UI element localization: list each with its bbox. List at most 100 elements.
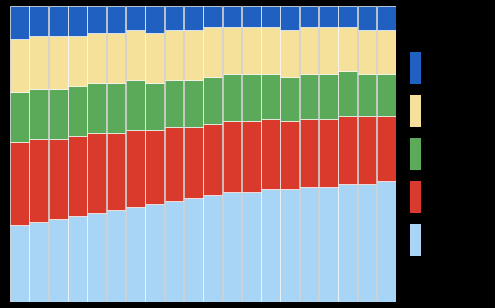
Bar [165, 80, 183, 128]
Bar [10, 39, 29, 92]
Bar [377, 30, 396, 74]
Bar [281, 189, 299, 302]
Bar [281, 121, 299, 189]
Bar [319, 187, 338, 302]
Bar [184, 80, 202, 128]
Bar [319, 74, 338, 119]
Bar [68, 6, 87, 36]
Bar [107, 133, 125, 210]
Bar [30, 89, 48, 139]
Bar [146, 83, 164, 130]
Bar [184, 30, 202, 80]
Bar [165, 201, 183, 302]
FancyBboxPatch shape [409, 138, 421, 170]
Bar [300, 74, 318, 119]
Bar [49, 89, 67, 139]
Bar [300, 119, 318, 187]
Bar [30, 222, 48, 302]
Bar [339, 27, 357, 71]
Bar [377, 74, 396, 116]
Bar [339, 116, 357, 184]
Bar [126, 30, 145, 80]
Bar [281, 30, 299, 77]
Bar [261, 6, 280, 27]
Bar [319, 6, 338, 27]
Bar [300, 6, 318, 27]
Bar [358, 116, 376, 184]
Bar [223, 192, 241, 302]
Bar [184, 128, 202, 198]
Bar [30, 139, 48, 222]
FancyBboxPatch shape [409, 95, 421, 127]
FancyBboxPatch shape [409, 51, 421, 84]
Bar [339, 184, 357, 302]
Bar [203, 77, 222, 124]
FancyBboxPatch shape [409, 181, 421, 213]
Bar [49, 6, 67, 36]
Bar [126, 6, 145, 30]
Bar [49, 139, 67, 219]
Bar [223, 27, 241, 74]
FancyBboxPatch shape [409, 224, 421, 256]
Bar [146, 6, 164, 33]
Bar [242, 74, 260, 121]
Bar [68, 36, 87, 86]
Bar [107, 210, 125, 302]
Bar [377, 6, 396, 30]
Bar [261, 74, 280, 119]
Bar [319, 119, 338, 187]
Bar [88, 6, 106, 33]
Bar [88, 213, 106, 302]
Bar [88, 33, 106, 83]
Bar [68, 136, 87, 216]
Bar [261, 27, 280, 74]
Bar [377, 116, 396, 180]
Bar [49, 219, 67, 302]
Bar [203, 195, 222, 302]
Bar [10, 142, 29, 225]
Bar [126, 207, 145, 302]
Bar [88, 133, 106, 213]
Bar [242, 121, 260, 192]
Bar [223, 6, 241, 27]
Bar [242, 6, 260, 27]
Bar [203, 124, 222, 195]
Bar [203, 27, 222, 77]
Bar [339, 6, 357, 27]
Bar [184, 198, 202, 302]
Bar [300, 187, 318, 302]
Bar [261, 189, 280, 302]
Bar [10, 225, 29, 302]
Bar [358, 6, 376, 30]
Bar [300, 27, 318, 74]
Bar [319, 27, 338, 74]
Bar [184, 6, 202, 30]
Bar [126, 80, 145, 130]
Bar [242, 27, 260, 74]
Bar [126, 130, 145, 207]
Bar [261, 119, 280, 189]
Bar [107, 6, 125, 33]
Bar [165, 30, 183, 80]
Bar [358, 30, 376, 74]
Bar [68, 86, 87, 136]
Bar [30, 6, 48, 36]
Bar [107, 33, 125, 83]
Bar [30, 36, 48, 89]
Bar [146, 204, 164, 302]
Bar [339, 71, 357, 116]
Bar [223, 121, 241, 192]
Bar [10, 6, 29, 39]
Bar [377, 180, 396, 302]
Bar [242, 192, 260, 302]
Bar [10, 92, 29, 142]
Bar [223, 74, 241, 121]
Bar [358, 184, 376, 302]
Bar [146, 33, 164, 83]
Bar [203, 6, 222, 27]
Bar [107, 83, 125, 133]
Bar [281, 6, 299, 30]
Bar [68, 216, 87, 302]
Bar [146, 130, 164, 204]
Bar [358, 74, 376, 116]
